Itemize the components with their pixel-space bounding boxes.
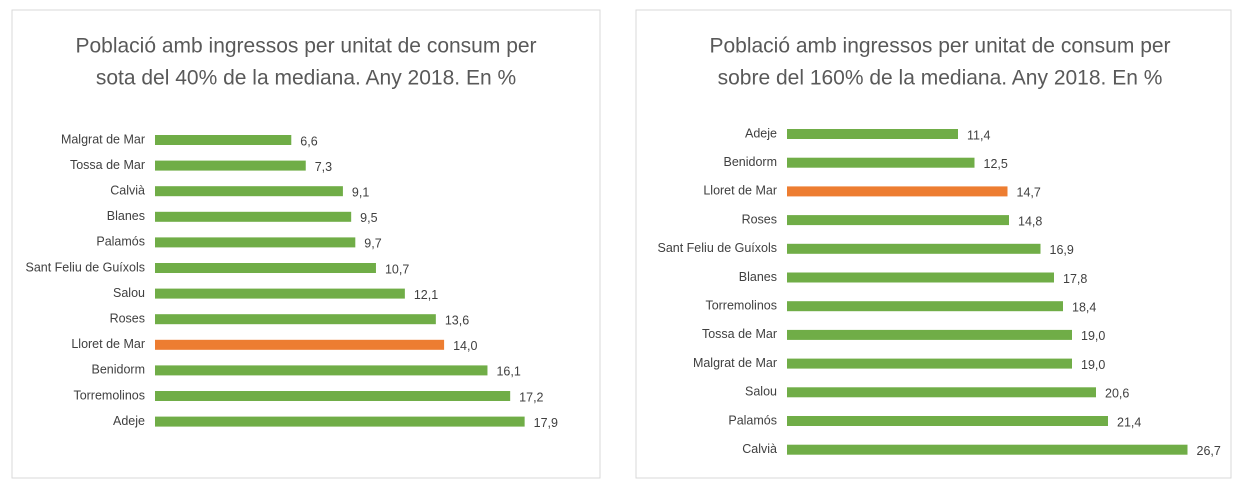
category-label: Salou [745,385,777,399]
bar [155,391,511,401]
bar [155,365,488,376]
value-label: 16,1 [496,365,520,379]
value-label: 14,0 [453,339,477,353]
value-label: 19,0 [1081,358,1105,372]
chart-title: Població amb ingressos per unitat de con… [709,35,1170,58]
bar [155,160,306,171]
category-label: Lloret de Mar [703,184,777,198]
value-label: 19,0 [1081,329,1105,343]
chart-title: sobre del 160% de la mediana. Any 2018. … [718,67,1163,90]
value-label: 10,7 [385,262,409,276]
category-label: Malgrat de Mar [61,132,145,146]
value-label: 21,4 [1117,415,1141,429]
category-label: Malgrat de Mar [693,356,777,370]
value-label: 6,6 [300,134,317,148]
bar [787,129,958,139]
value-label: 9,1 [352,185,369,199]
value-label: 13,6 [445,313,469,327]
value-label: 11,4 [967,128,990,142]
category-label: Palamós [96,235,145,249]
bar [787,416,1108,426]
category-label: Torremolinos [705,298,777,312]
category-label: Calvià [110,183,145,197]
bar [787,243,1041,254]
category-label: Tossa de Mar [702,327,777,341]
bar [155,186,343,197]
bar [155,211,352,222]
value-label: 12,1 [414,288,438,302]
category-label: Sant Feliu de Guíxols [25,260,145,274]
value-label: 7,3 [315,160,332,174]
bar [155,237,356,248]
bar [787,301,1063,312]
category-label: Sant Feliu de Guíxols [657,241,777,255]
category-label: Blanes [107,209,145,223]
value-label: 14,8 [1018,214,1042,228]
bar [155,416,525,427]
value-label: 17,9 [534,416,558,430]
bar [787,186,1008,197]
category-label: Benidorm [724,155,778,169]
category-label: Torremolinos [73,388,145,402]
value-label: 9,5 [360,211,377,225]
bar [787,215,1009,226]
category-label: Tossa de Mar [70,158,145,172]
value-label: 16,9 [1050,243,1074,257]
value-label: 20,6 [1105,387,1129,401]
value-label: 18,4 [1072,300,1096,314]
category-label: Blanes [739,270,777,284]
bar [155,339,445,350]
bar [155,135,292,145]
category-label: Adeje [745,126,777,140]
value-label: 12,5 [984,157,1008,171]
value-label: 9,7 [364,237,381,251]
category-label: Lloret de Mar [71,337,145,351]
category-label: Adeje [113,414,145,428]
bar [155,288,405,299]
value-label: 26,7 [1197,444,1221,458]
category-label: Roses [110,311,145,325]
category-label: Calvià [742,442,777,456]
bar [155,314,436,325]
category-label: Palamós [728,413,777,427]
bar [787,329,1072,340]
bar [787,444,1188,455]
chart-title: sota del 40% de la mediana. Any 2018. En… [96,67,516,90]
bar [787,157,975,168]
bar [787,358,1072,369]
bar [787,387,1096,398]
value-label: 17,8 [1063,272,1087,286]
category-label: Salou [113,286,145,300]
chart-title: Població amb ingressos per unitat de con… [75,35,536,58]
bar [787,272,1054,283]
category-label: Benidorm [92,363,146,377]
value-label: 17,2 [519,390,543,404]
category-label: Roses [742,212,777,226]
bar [155,263,376,273]
value-label: 14,7 [1017,186,1041,200]
